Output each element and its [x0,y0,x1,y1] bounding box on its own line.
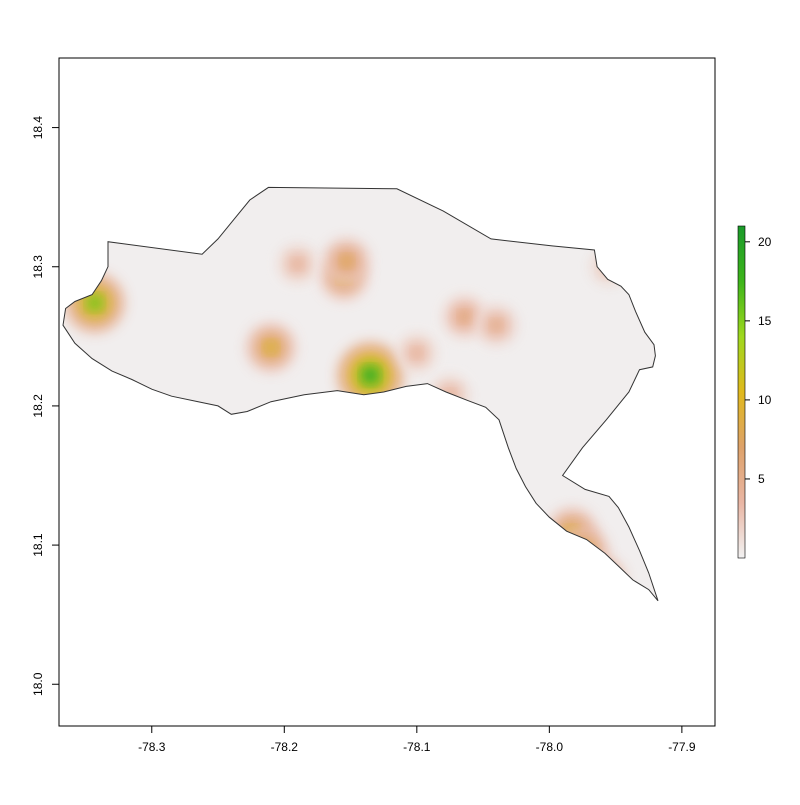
hotspot-6 [577,547,588,557]
hotspot-9 [492,321,501,330]
x-axis: -78.3 -78.2 -78.1 -78.0 -77.9 [138,726,696,754]
hotspot-12 [442,387,458,403]
raster-layer [62,186,659,602]
hotspot-0 [89,297,101,309]
hotspot-8 [460,312,469,321]
hotspot-11 [596,254,622,280]
hotspot-10 [293,260,302,268]
hotspot-11 [601,259,617,275]
hotspot-12 [436,381,463,408]
hotspot-7 [573,555,626,601]
colorbar-tick-label: 10 [758,393,772,407]
x-tick-label: -78.0 [536,740,564,754]
hotspot-11 [605,263,613,271]
hotspot-2 [266,342,276,353]
y-tick-label: 18.1 [31,533,45,557]
y-tick-label: 18.0 [31,672,45,696]
colorbar-ramp [737,225,746,559]
x-tick-label: -78.1 [403,740,431,754]
hotspot-12 [430,374,470,415]
colorbar-tick-label: 20 [758,235,772,249]
hotspot-7 [594,576,605,587]
y-tick-label: 18.2 [31,394,45,418]
y-tick-label: 18.4 [31,116,45,140]
y-tick-label: 18.3 [31,255,45,279]
hotspot-7 [589,571,610,592]
x-tick-label: -78.3 [138,740,166,754]
hotspot-4 [342,256,352,266]
x-tick-label: -77.9 [668,740,696,754]
region-outline [62,186,659,602]
hotspot-6 [565,535,600,569]
colorbar-tick-label: 15 [758,314,772,328]
hotspot-6 [572,542,593,562]
y-axis: 18.0 18.1 18.2 18.3 18.4 [31,116,59,696]
colorbar-tick-label: 5 [758,472,765,486]
x-tick-label: -78.2 [271,740,299,754]
hotspot-7 [582,564,617,599]
hotspot-1 [363,368,377,382]
hotspot-13 [413,349,421,357]
colorbar-legend: 5 10 15 20 [737,225,772,559]
hotspot-6 [556,526,609,578]
plot-frame [58,57,716,727]
